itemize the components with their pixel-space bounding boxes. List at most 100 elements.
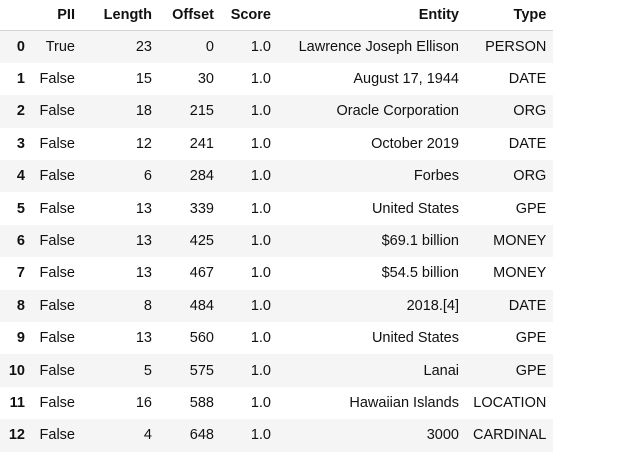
entity-cell: 3000 xyxy=(426,427,459,444)
type-cell: DATE xyxy=(508,135,547,152)
score-cell: 1.0 xyxy=(250,362,271,379)
offset-cell: 648 xyxy=(189,427,214,444)
entity-cell: $54.5 billion xyxy=(381,265,459,282)
index-header xyxy=(0,0,32,31)
type-cell: MONEY xyxy=(493,265,547,282)
entity-cell: Forbes xyxy=(413,168,459,185)
type-cell: DATE xyxy=(508,71,547,88)
length-cell: 5 xyxy=(143,362,152,379)
column-header-pii: PII xyxy=(32,0,82,31)
entity-cell: $69.1 billion xyxy=(381,233,459,250)
entity-cell: August 17, 1944 xyxy=(353,71,459,88)
row-index: 10 xyxy=(8,362,25,379)
type-cell: ORG xyxy=(513,103,547,120)
type-cell: GPE xyxy=(515,362,547,379)
offset-cell: 425 xyxy=(189,233,214,250)
row-index: 4 xyxy=(16,168,25,185)
table-body: 0 True 23 0 1.0 Lawrence Joseph Ellison PERSON… xyxy=(0,30,554,452)
column-header-length: Length xyxy=(82,0,159,31)
length-cell: 13 xyxy=(135,330,152,347)
pii-cell: False xyxy=(39,394,75,411)
row-index: 6 xyxy=(16,233,25,250)
score-cell: 1.0 xyxy=(250,38,271,55)
table-row: 0 True 23 0 1.0 Lawrence Joseph Ellison PERSON xyxy=(0,30,554,63)
table-row: 2 False 18 215 1.0 Oracle Corporation ORG xyxy=(0,95,554,128)
row-index: 1 xyxy=(16,71,25,88)
length-cell: 16 xyxy=(135,394,152,411)
type-cell: GPE xyxy=(515,330,547,347)
pii-cell: False xyxy=(39,233,75,250)
entity-cell: Hawaiian Islands xyxy=(349,394,459,411)
column-header-entity: Entity xyxy=(278,0,466,31)
table-row: 5 False 13 339 1.0 United States GPE xyxy=(0,192,553,224)
column-header-type: Type xyxy=(466,0,554,31)
row-index: 9 xyxy=(16,330,25,347)
row-index: 0 xyxy=(16,38,25,55)
row-index: 2 xyxy=(16,103,25,120)
type-cell: PERSON xyxy=(485,38,547,55)
type-cell: LOCATION xyxy=(473,394,547,411)
length-cell: 6 xyxy=(143,168,152,185)
offset-cell: 467 xyxy=(189,265,214,282)
table-row: 10 False 5 575 1.0 Lanai GPE xyxy=(0,354,554,387)
pii-cell: False xyxy=(39,135,75,152)
score-cell: 1.0 xyxy=(250,200,271,217)
entity-cell: United States xyxy=(371,330,459,347)
length-cell: 13 xyxy=(135,265,152,282)
entity-cell: Lanai xyxy=(423,362,459,379)
score-cell: 1.0 xyxy=(250,71,271,88)
score-cell: 1.0 xyxy=(250,233,271,250)
table-row: 11 False 16 588 1.0 Hawaiian Islands LOCATION xyxy=(0,387,553,419)
table-row: 4 False 6 284 1.0 Forbes ORG xyxy=(0,160,554,193)
score-cell: 1.0 xyxy=(250,427,271,444)
type-cell: CARDINAL xyxy=(473,427,547,444)
pii-cell: False xyxy=(39,71,75,88)
length-cell: 12 xyxy=(135,135,152,152)
score-cell: 1.0 xyxy=(250,135,271,152)
score-cell: 1.0 xyxy=(250,168,271,185)
pii-cell: False xyxy=(39,168,75,185)
length-cell: 8 xyxy=(143,297,152,314)
offset-cell: 215 xyxy=(189,103,214,120)
header-row: PII Length Offset Score Entity Type xyxy=(0,0,554,31)
entity-cell: October 2019 xyxy=(371,135,459,152)
dataframe-table: PII Length Offset Score Entity Type 0 Tru… xyxy=(0,0,554,452)
offset-cell: 339 xyxy=(189,200,214,217)
pii-cell: False xyxy=(39,200,75,217)
row-index: 8 xyxy=(16,297,25,314)
entity-cell: Oracle Corporation xyxy=(336,103,460,120)
dataframe-output: PII Length Offset Score Entity Type 0 Tru… xyxy=(0,0,554,452)
pii-cell: False xyxy=(39,103,75,120)
offset-cell: 284 xyxy=(189,168,214,185)
row-index: 12 xyxy=(8,427,25,444)
pii-cell: False xyxy=(39,330,75,347)
offset-cell: 30 xyxy=(197,71,214,88)
table-row: 12 False 4 648 1.0 3000 CARDINAL xyxy=(0,419,554,452)
table-row: 7 False 13 467 1.0 $54.5 billion MONEY xyxy=(0,257,553,289)
offset-cell: 241 xyxy=(189,135,214,152)
score-cell: 1.0 xyxy=(250,297,271,314)
table-row: 3 False 12 241 1.0 October 2019 DATE xyxy=(0,128,553,160)
entity-cell: United States xyxy=(371,200,459,217)
row-index: 7 xyxy=(16,265,25,282)
pii-cell: False xyxy=(39,427,75,444)
table-row: 6 False 13 425 1.0 $69.1 billion MONEY xyxy=(0,224,554,258)
table-row: 1 False 15 30 1.0 August 17, 1944 DATE xyxy=(0,63,553,95)
column-header-offset: Offset xyxy=(159,0,221,31)
offset-cell: 575 xyxy=(189,362,214,379)
length-cell: 18 xyxy=(135,103,152,120)
row-index: 5 xyxy=(16,200,25,217)
table-row: 8 False 8 484 1.0 2018.[4] DATE xyxy=(0,289,554,323)
pii-cell: False xyxy=(39,297,75,314)
length-cell: 13 xyxy=(135,233,152,250)
offset-cell: 484 xyxy=(189,297,214,314)
table-row: 9 False 13 560 1.0 United States GPE xyxy=(0,322,553,354)
type-cell: MONEY xyxy=(493,233,547,250)
score-cell: 1.0 xyxy=(250,265,271,282)
length-cell: 13 xyxy=(135,200,152,217)
row-index: 11 xyxy=(9,394,25,411)
type-cell: DATE xyxy=(508,297,547,314)
score-cell: 1.0 xyxy=(250,103,271,120)
score-cell: 1.0 xyxy=(250,330,271,347)
pii-cell: False xyxy=(39,362,75,379)
